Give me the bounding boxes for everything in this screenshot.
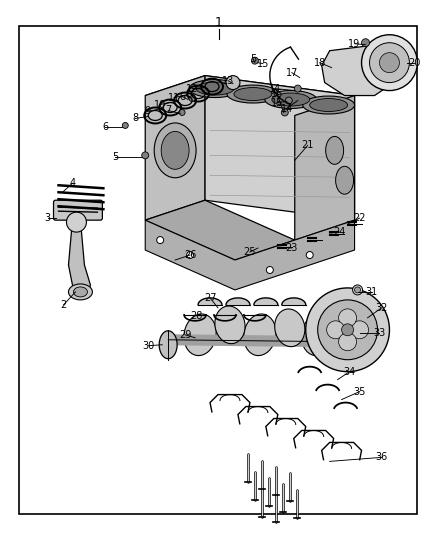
Ellipse shape xyxy=(184,314,216,356)
Text: 34: 34 xyxy=(343,367,356,377)
Text: 33: 33 xyxy=(373,328,385,338)
Text: 14: 14 xyxy=(281,103,293,114)
Text: 32: 32 xyxy=(375,303,388,313)
Text: 22: 22 xyxy=(353,213,366,223)
Circle shape xyxy=(189,95,195,101)
Text: 1: 1 xyxy=(215,17,223,29)
Circle shape xyxy=(327,321,345,339)
Circle shape xyxy=(318,300,378,360)
Polygon shape xyxy=(68,220,90,295)
Ellipse shape xyxy=(234,87,272,101)
FancyBboxPatch shape xyxy=(53,200,102,220)
Text: 13: 13 xyxy=(222,76,234,86)
Ellipse shape xyxy=(189,79,241,98)
Circle shape xyxy=(361,39,370,47)
Polygon shape xyxy=(145,76,355,116)
Ellipse shape xyxy=(74,287,88,297)
Text: 21: 21 xyxy=(301,140,314,150)
Ellipse shape xyxy=(326,136,343,164)
Ellipse shape xyxy=(161,132,189,169)
Circle shape xyxy=(226,76,240,90)
Polygon shape xyxy=(205,76,355,220)
Text: 15: 15 xyxy=(257,59,269,69)
Circle shape xyxy=(339,333,357,351)
Ellipse shape xyxy=(265,91,317,109)
Text: 6: 6 xyxy=(102,123,109,132)
Ellipse shape xyxy=(68,284,92,300)
Circle shape xyxy=(142,152,149,159)
Text: 5: 5 xyxy=(112,152,118,163)
Ellipse shape xyxy=(244,314,276,356)
Text: 18: 18 xyxy=(314,58,326,68)
Text: 2: 2 xyxy=(60,300,67,310)
Polygon shape xyxy=(295,95,355,240)
Ellipse shape xyxy=(336,166,353,194)
Text: 30: 30 xyxy=(142,341,154,351)
Circle shape xyxy=(306,252,313,259)
Polygon shape xyxy=(145,200,295,260)
Circle shape xyxy=(251,57,258,64)
Polygon shape xyxy=(321,46,389,95)
Circle shape xyxy=(157,237,164,244)
Text: 36: 36 xyxy=(375,453,388,463)
Text: 8: 8 xyxy=(132,114,138,124)
Text: 3: 3 xyxy=(45,213,51,223)
Text: 28: 28 xyxy=(190,311,202,321)
Circle shape xyxy=(281,109,288,116)
Text: 31: 31 xyxy=(365,287,378,297)
Circle shape xyxy=(179,109,185,116)
Polygon shape xyxy=(145,220,355,290)
Circle shape xyxy=(122,123,128,128)
Circle shape xyxy=(339,309,357,327)
Text: 7: 7 xyxy=(165,106,171,116)
Text: 19: 19 xyxy=(349,39,361,49)
Circle shape xyxy=(361,35,417,91)
Text: 11: 11 xyxy=(168,93,180,102)
Text: 12: 12 xyxy=(186,84,198,94)
Text: 9: 9 xyxy=(144,107,150,117)
Text: 23: 23 xyxy=(286,243,298,253)
Text: 29: 29 xyxy=(179,330,191,340)
Circle shape xyxy=(379,53,399,72)
Circle shape xyxy=(350,321,368,339)
Text: 17: 17 xyxy=(286,68,298,78)
Polygon shape xyxy=(145,76,205,220)
Text: 20: 20 xyxy=(408,58,420,68)
Text: 24: 24 xyxy=(333,227,346,237)
Ellipse shape xyxy=(154,123,196,178)
Text: 5: 5 xyxy=(250,54,256,63)
Circle shape xyxy=(294,85,301,92)
Ellipse shape xyxy=(272,93,310,106)
Text: 27: 27 xyxy=(204,293,216,303)
Ellipse shape xyxy=(227,85,279,103)
Ellipse shape xyxy=(303,96,355,114)
Text: 6: 6 xyxy=(179,92,185,102)
Ellipse shape xyxy=(275,309,305,346)
Circle shape xyxy=(67,212,86,232)
Circle shape xyxy=(353,285,363,295)
Ellipse shape xyxy=(215,306,245,344)
Circle shape xyxy=(370,43,410,83)
Text: 25: 25 xyxy=(244,247,256,257)
Ellipse shape xyxy=(302,314,334,356)
Circle shape xyxy=(187,252,194,259)
Circle shape xyxy=(266,266,273,273)
Text: 26: 26 xyxy=(184,250,196,260)
Text: 4: 4 xyxy=(69,178,75,188)
Ellipse shape xyxy=(310,99,348,111)
Text: 35: 35 xyxy=(353,386,366,397)
Text: 16: 16 xyxy=(271,88,283,99)
Circle shape xyxy=(306,288,389,372)
Circle shape xyxy=(342,324,353,336)
Text: 10: 10 xyxy=(154,100,166,109)
Circle shape xyxy=(285,97,292,104)
Circle shape xyxy=(355,287,360,293)
Text: 14: 14 xyxy=(268,84,281,94)
Ellipse shape xyxy=(159,331,177,359)
Text: 15: 15 xyxy=(271,98,283,108)
Ellipse shape xyxy=(196,82,234,95)
